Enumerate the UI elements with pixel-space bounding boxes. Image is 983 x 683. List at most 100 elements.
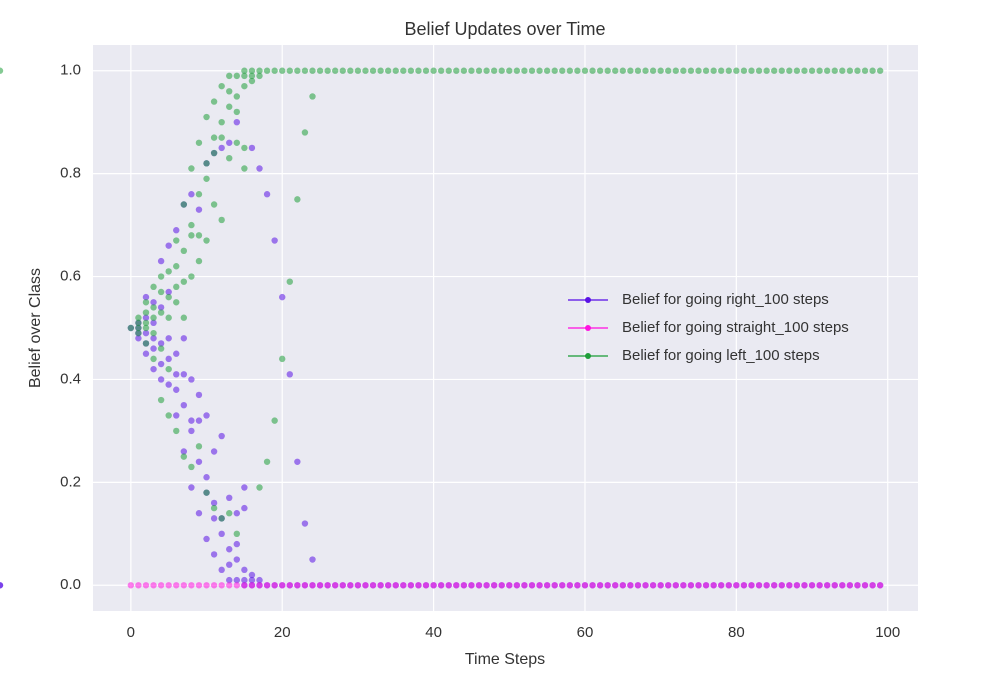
point [445, 67, 452, 74]
point [763, 67, 770, 74]
point [793, 67, 801, 74]
point [150, 319, 157, 327]
point [801, 582, 808, 589]
y-axis-label: Belief over Class [27, 268, 44, 388]
point [165, 582, 172, 589]
point [627, 67, 634, 74]
point [142, 324, 150, 332]
point [475, 67, 483, 74]
point [748, 67, 755, 74]
point [157, 257, 165, 265]
point [233, 556, 241, 563]
point [755, 582, 763, 589]
point [475, 582, 483, 589]
point [210, 201, 218, 208]
point [778, 582, 785, 589]
point [294, 196, 301, 203]
legend-label: Belief for going right_100 steps [622, 291, 829, 308]
point [869, 582, 876, 589]
point [203, 412, 210, 419]
point [195, 510, 203, 517]
point [218, 118, 225, 126]
point [188, 427, 195, 435]
point [150, 304, 157, 311]
point [135, 324, 142, 332]
x-tick-label: 80 [728, 624, 745, 641]
point [203, 160, 210, 167]
plot-area [93, 45, 918, 611]
point [165, 288, 172, 296]
point [241, 144, 248, 152]
point [400, 582, 407, 589]
point [210, 134, 218, 141]
point [226, 88, 233, 95]
point [369, 582, 377, 589]
point [142, 582, 150, 589]
point [0, 582, 4, 589]
point [248, 576, 256, 584]
point [0, 67, 4, 74]
point [210, 499, 218, 507]
point [271, 582, 278, 589]
point [309, 582, 316, 589]
point [748, 582, 755, 589]
point [377, 582, 384, 589]
point [680, 582, 687, 589]
point [157, 582, 165, 589]
point [332, 582, 339, 589]
point [543, 67, 551, 74]
point [203, 175, 210, 182]
point [468, 582, 475, 589]
point [612, 582, 619, 589]
point [286, 371, 293, 378]
point [755, 67, 763, 74]
point [460, 67, 468, 74]
point [188, 273, 195, 280]
point [248, 67, 256, 74]
point [173, 283, 180, 291]
point [233, 510, 241, 517]
point [294, 458, 301, 465]
point [210, 448, 218, 455]
point [581, 67, 589, 74]
point [642, 67, 649, 74]
point [770, 67, 778, 74]
point [241, 582, 248, 589]
y-tick-label: 1.0 [60, 62, 81, 79]
point [135, 335, 142, 342]
point [127, 324, 135, 332]
point [839, 67, 846, 74]
point [165, 412, 172, 419]
point [142, 340, 150, 347]
y-tick-label: 0.6 [60, 268, 81, 285]
point [490, 67, 498, 74]
point [135, 582, 142, 589]
point [634, 582, 642, 589]
point [339, 582, 346, 589]
point [203, 237, 210, 244]
point [430, 582, 437, 589]
point [226, 155, 233, 162]
point [263, 67, 271, 74]
point [233, 108, 241, 116]
point [150, 345, 157, 352]
point [279, 582, 286, 589]
point [256, 165, 263, 172]
point [142, 350, 150, 357]
point [248, 72, 256, 80]
point [665, 582, 672, 589]
point [543, 582, 551, 589]
point [271, 67, 278, 74]
point [180, 448, 188, 455]
point [203, 474, 210, 481]
point [241, 82, 248, 90]
point [566, 67, 574, 74]
point [218, 530, 225, 538]
point [263, 458, 271, 465]
point [808, 582, 816, 589]
point [680, 67, 687, 74]
point [188, 191, 195, 198]
point [142, 314, 150, 321]
point [604, 582, 611, 589]
